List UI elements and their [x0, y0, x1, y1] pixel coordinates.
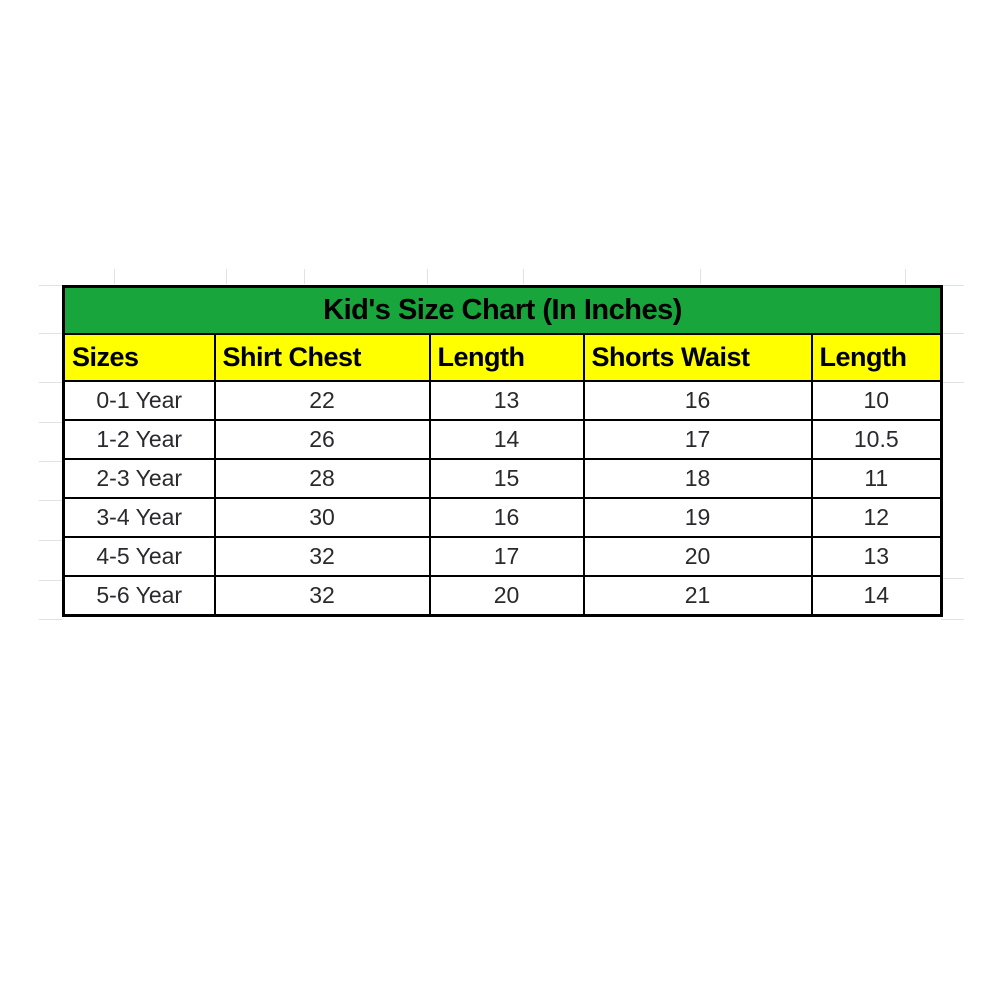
kids-size-chart-table: Kid's Size Chart (In Inches) Sizes Shirt… — [62, 285, 944, 617]
column-header-shorts-length: Length — [810, 333, 943, 382]
gridline-stub — [226, 269, 227, 284]
table-row: 4-5 Year 32 17 20 13 — [62, 536, 943, 577]
cell-size: 0-1 Year — [62, 380, 216, 421]
cell-shirt-chest: 26 — [213, 419, 431, 460]
gridline-stub — [39, 619, 62, 620]
table-title-row: Kid's Size Chart (In Inches) — [62, 285, 943, 335]
gridline-stub — [941, 619, 964, 620]
cell-shorts-waist: 16 — [582, 380, 813, 421]
gridline-stub — [39, 580, 62, 581]
cell-shorts-length: 14 — [810, 575, 943, 617]
cell-shirt-chest: 22 — [213, 380, 431, 421]
cell-shorts-length: 10.5 — [810, 419, 943, 460]
gridline-stub — [941, 333, 964, 334]
table-row: 0-1 Year 22 13 16 10 — [62, 380, 943, 421]
cell-shirt-chest: 30 — [213, 497, 431, 538]
gridline-stub — [39, 500, 62, 501]
gridline-stub — [304, 269, 305, 284]
table-title: Kid's Size Chart (In Inches) — [62, 285, 943, 335]
cell-shorts-waist: 18 — [582, 458, 813, 499]
gridline-stub — [39, 461, 62, 462]
cell-shirt-length: 16 — [428, 497, 585, 538]
gridline-stub — [427, 269, 428, 284]
column-header-shorts-waist: Shorts Waist — [582, 333, 813, 382]
cell-size: 1-2 Year — [62, 419, 216, 460]
gridline-stub — [941, 578, 964, 579]
gridline-stub — [39, 333, 62, 334]
table-row: 1-2 Year 26 14 17 10.5 — [62, 419, 943, 460]
gridline-stub — [905, 269, 906, 284]
cell-shorts-waist: 21 — [582, 575, 813, 617]
cell-shorts-length: 11 — [810, 458, 943, 499]
cell-shorts-length: 13 — [810, 536, 943, 577]
cell-shirt-chest: 32 — [213, 536, 431, 577]
cell-shirt-length: 15 — [428, 458, 585, 499]
cell-shirt-length: 20 — [428, 575, 585, 617]
table-row: 2-3 Year 28 15 18 11 — [62, 458, 943, 499]
cell-size: 5-6 Year — [62, 575, 216, 617]
gridline-stub — [523, 269, 524, 284]
cell-shorts-waist: 20 — [582, 536, 813, 577]
table-row: 5-6 Year 32 20 21 14 — [62, 575, 943, 617]
gridline-stub — [114, 269, 115, 284]
cell-size: 3-4 Year — [62, 497, 216, 538]
cell-shirt-length: 14 — [428, 419, 585, 460]
table-header-row: Sizes Shirt Chest Length Shorts Waist Le… — [62, 333, 943, 382]
gridline-stub — [39, 422, 62, 423]
gridline-stub — [700, 269, 701, 284]
column-header-shirt-length: Length — [428, 333, 585, 382]
gridline-stub — [39, 382, 62, 383]
cell-shorts-length: 10 — [810, 380, 943, 421]
cell-shirt-chest: 28 — [213, 458, 431, 499]
cell-shirt-length: 13 — [428, 380, 585, 421]
cell-shirt-chest: 32 — [213, 575, 431, 617]
cell-shorts-length: 12 — [810, 497, 943, 538]
gridline-stub — [39, 285, 62, 286]
cell-size: 2-3 Year — [62, 458, 216, 499]
table-row: 3-4 Year 30 16 19 12 — [62, 497, 943, 538]
cell-size: 4-5 Year — [62, 536, 216, 577]
column-header-sizes: Sizes — [62, 333, 216, 382]
cell-shirt-length: 17 — [428, 536, 585, 577]
gridline-stub — [941, 382, 964, 383]
cell-shorts-waist: 19 — [582, 497, 813, 538]
cell-shorts-waist: 17 — [582, 419, 813, 460]
gridline-stub — [941, 285, 964, 286]
gridline-stub — [39, 540, 62, 541]
column-header-shirt-chest: Shirt Chest — [213, 333, 431, 382]
